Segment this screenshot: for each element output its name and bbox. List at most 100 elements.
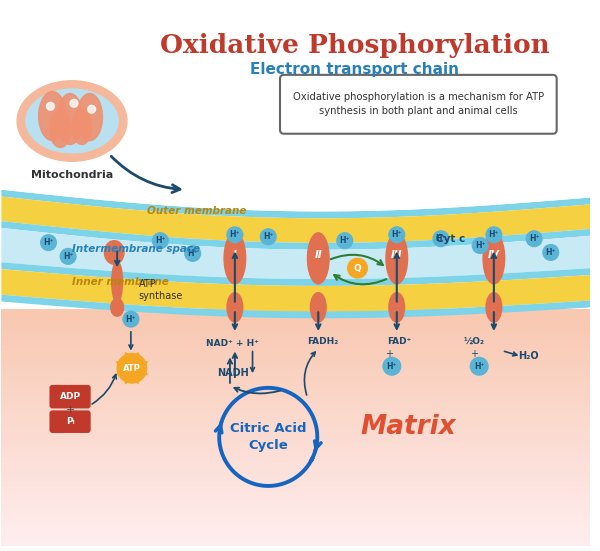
Text: ATP: ATP <box>123 364 141 372</box>
Text: Oxidative Phosphorylation: Oxidative Phosphorylation <box>160 33 550 58</box>
Text: H⁺: H⁺ <box>187 249 198 258</box>
Bar <box>1 351 590 358</box>
Text: H₂O: H₂O <box>518 352 539 361</box>
Text: H⁺: H⁺ <box>436 234 446 243</box>
Polygon shape <box>1 262 590 286</box>
Ellipse shape <box>60 249 76 264</box>
Text: H⁺: H⁺ <box>43 238 54 247</box>
Ellipse shape <box>72 109 92 144</box>
Text: H⁺: H⁺ <box>386 362 397 371</box>
Bar <box>1 504 590 511</box>
Ellipse shape <box>486 293 502 322</box>
Bar <box>1 356 590 364</box>
Bar <box>1 451 590 458</box>
Ellipse shape <box>88 105 95 113</box>
Ellipse shape <box>472 237 488 253</box>
Ellipse shape <box>152 233 168 249</box>
Ellipse shape <box>389 227 404 242</box>
Bar <box>1 528 590 535</box>
Text: III: III <box>391 250 403 261</box>
Bar <box>1 463 590 470</box>
Ellipse shape <box>386 233 407 284</box>
Bar <box>1 534 590 541</box>
Ellipse shape <box>47 102 55 110</box>
Bar <box>1 510 590 517</box>
Ellipse shape <box>433 231 449 246</box>
Bar <box>1 493 590 499</box>
Text: Inner membrane: Inner membrane <box>72 277 169 287</box>
Text: H⁺: H⁺ <box>125 315 136 323</box>
Bar <box>1 404 590 411</box>
Text: Electron transport chain: Electron transport chain <box>250 62 459 77</box>
Polygon shape <box>124 352 132 360</box>
Bar <box>1 487 590 494</box>
Text: IV: IV <box>488 250 500 261</box>
Text: Citric Acid
Cycle: Citric Acid Cycle <box>230 422 307 452</box>
Polygon shape <box>1 190 590 218</box>
Bar <box>1 439 590 446</box>
FancyBboxPatch shape <box>49 410 91 433</box>
Text: Cyt c: Cyt c <box>436 234 466 244</box>
Bar <box>1 410 590 417</box>
Text: H⁺: H⁺ <box>63 252 73 261</box>
Ellipse shape <box>38 91 66 141</box>
Text: +: + <box>65 406 75 415</box>
Polygon shape <box>1 5 590 212</box>
Text: H⁺: H⁺ <box>230 230 240 239</box>
Ellipse shape <box>543 245 559 260</box>
Text: FADH₂: FADH₂ <box>308 337 339 346</box>
Text: Oxidative phosphorylation is a mechanism for ATP
synthesis in both plant and ani: Oxidative phosphorylation is a mechanism… <box>293 93 544 116</box>
Polygon shape <box>124 376 132 385</box>
Ellipse shape <box>310 293 326 322</box>
Text: H⁺: H⁺ <box>474 362 484 371</box>
Bar <box>1 434 590 440</box>
Ellipse shape <box>348 258 367 278</box>
Polygon shape <box>1 269 590 311</box>
Bar <box>1 522 590 529</box>
Bar <box>1 380 590 387</box>
Text: ADP: ADP <box>59 392 80 401</box>
Polygon shape <box>132 376 140 385</box>
Ellipse shape <box>227 293 243 322</box>
Polygon shape <box>1 221 590 250</box>
Text: H⁺: H⁺ <box>392 230 402 239</box>
Text: NADH: NADH <box>217 368 249 378</box>
Ellipse shape <box>389 293 404 322</box>
Ellipse shape <box>70 99 78 107</box>
Text: I: I <box>233 250 237 261</box>
Polygon shape <box>116 368 124 376</box>
Polygon shape <box>132 352 140 360</box>
Ellipse shape <box>104 241 124 264</box>
FancyBboxPatch shape <box>280 75 557 134</box>
Bar <box>1 416 590 423</box>
Bar <box>1 398 590 405</box>
Ellipse shape <box>383 358 401 375</box>
Bar <box>1 469 590 476</box>
Text: ATP
synthase: ATP synthase <box>139 278 183 301</box>
Polygon shape <box>140 360 148 368</box>
Bar <box>1 369 590 375</box>
Text: H⁺: H⁺ <box>475 241 485 250</box>
Text: NAD⁺ + H⁺: NAD⁺ + H⁺ <box>206 339 259 348</box>
Polygon shape <box>1 197 590 243</box>
Bar <box>1 499 590 505</box>
Bar <box>1 457 590 464</box>
Polygon shape <box>116 360 124 368</box>
Ellipse shape <box>227 227 243 242</box>
Ellipse shape <box>17 81 127 161</box>
Bar <box>1 445 590 452</box>
Ellipse shape <box>224 233 245 284</box>
Text: Outer membrane: Outer membrane <box>146 206 246 216</box>
Ellipse shape <box>49 110 71 148</box>
Ellipse shape <box>526 231 542 246</box>
Ellipse shape <box>123 311 139 327</box>
Ellipse shape <box>260 229 276 245</box>
Text: H⁺: H⁺ <box>155 236 166 245</box>
Text: II: II <box>314 250 322 261</box>
Text: +: + <box>470 349 478 359</box>
Text: +: + <box>385 349 393 359</box>
Ellipse shape <box>112 261 122 302</box>
Bar <box>1 386 590 393</box>
Polygon shape <box>1 228 590 279</box>
Text: H⁺: H⁺ <box>340 236 350 245</box>
